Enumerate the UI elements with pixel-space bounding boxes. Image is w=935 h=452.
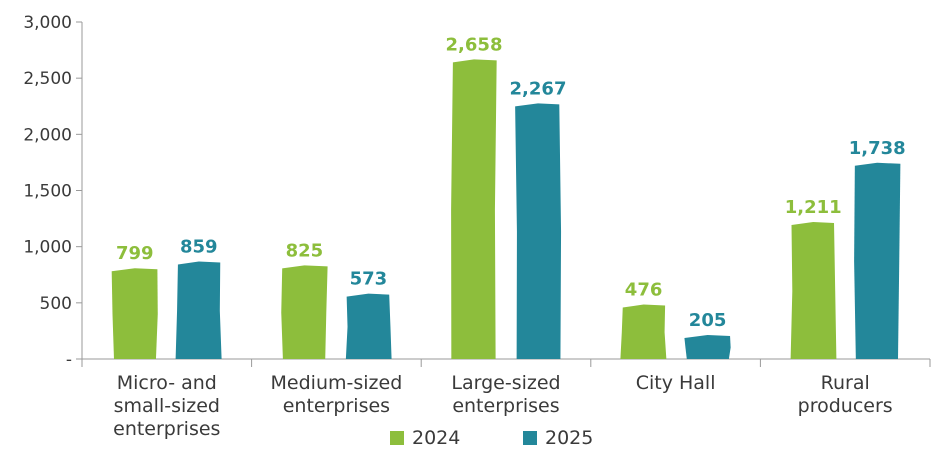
data-label: 825 <box>286 240 324 261</box>
bar-2024-2 <box>451 59 497 359</box>
legend-label: 2025 <box>545 427 593 449</box>
legend-swatch-2025 <box>523 431 537 445</box>
data-label: 573 <box>350 269 388 290</box>
bar-2024-1 <box>281 265 328 359</box>
data-labels: 799 859 825 573 2,658 2,267 476 205 1,211 1,738 <box>116 34 906 331</box>
legend-swatch-2024 <box>390 431 404 445</box>
y-tick-label: 2,500 <box>23 69 72 89</box>
y-tick-label: 1,500 <box>23 182 72 202</box>
category-label: Micro- and <box>117 372 217 394</box>
y-tick-label: 1,000 <box>23 238 72 258</box>
bar-2024-4 <box>790 221 837 359</box>
category-label: City Hall <box>636 372 716 394</box>
y-tick-label: 2,000 <box>23 125 72 145</box>
bar-2025-2 <box>515 103 562 359</box>
legend: 2024 2025 <box>390 427 593 449</box>
y-axis: - 500 1,000 1,500 2,000 2,500 3,000 <box>23 13 83 370</box>
category-labels: Micro- andsmall-sizedenterprisesMedium-s… <box>113 372 893 440</box>
x-axis <box>81 358 931 367</box>
bar-2025-1 <box>345 293 392 359</box>
data-label: 205 <box>689 310 727 331</box>
bar-2024-3 <box>620 304 667 359</box>
data-label: 2,267 <box>510 78 567 99</box>
category-label: Medium-sized <box>271 372 403 394</box>
category-label: enterprises <box>113 418 220 440</box>
category-label: enterprises <box>283 395 390 417</box>
data-label: 1,738 <box>849 138 906 159</box>
y-tick-label: 500 <box>40 294 72 314</box>
category-label: small-sized <box>114 395 220 417</box>
bar-2025-4 <box>854 162 901 359</box>
bar-2025-3 <box>684 334 731 359</box>
bar-2024-0 <box>111 268 158 359</box>
category-label: Large-sized <box>451 372 560 394</box>
y-tick-label: - <box>66 350 72 370</box>
data-label: 1,211 <box>785 197 842 218</box>
data-label: 2,658 <box>446 34 503 55</box>
legend-label: 2024 <box>412 427 460 449</box>
bars <box>111 59 901 359</box>
data-label: 476 <box>625 280 663 301</box>
category-label: producers <box>798 395 893 417</box>
data-label: 799 <box>116 243 154 264</box>
bar-2025-0 <box>175 261 222 359</box>
category-label: enterprises <box>452 395 559 417</box>
y-tick-label: 3,000 <box>23 13 72 33</box>
category-label: Rural <box>821 372 870 394</box>
data-label: 859 <box>180 237 218 258</box>
